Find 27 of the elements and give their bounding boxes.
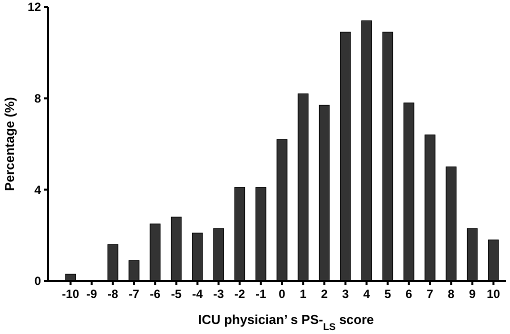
x-tick-label: -10 (62, 287, 80, 301)
y-tick-label: 4 (34, 182, 42, 197)
x-tick-label: 6 (406, 287, 413, 301)
x-tick-label: 5 (384, 287, 392, 301)
x-tick-label: -9 (86, 287, 98, 301)
y-tick-label: 8 (34, 92, 42, 106)
y-tick-label: 12 (28, 0, 42, 14)
x-tick-label: -1 (256, 287, 267, 301)
x-tick-label: 2 (320, 287, 328, 301)
x-tick-label: -3 (213, 287, 224, 301)
x-tick-label: -7 (128, 287, 140, 301)
x-tick-label: 9 (468, 287, 476, 301)
x-tick-label: 4 (363, 287, 370, 301)
x-tick-label: 10 (486, 287, 500, 301)
x-tick-label: 0 (278, 287, 286, 301)
x-tick-label: 1 (300, 287, 307, 301)
x-tick-label: 8 (448, 287, 455, 301)
x-tick-label: -2 (234, 287, 246, 301)
x-tick-label: 7 (426, 287, 434, 301)
x-tick-label: -4 (192, 287, 204, 301)
x-axis-title: ICU physician’ s PS-$_{LS}$ score (198, 312, 374, 332)
x-tick-label: -8 (108, 287, 119, 301)
y-axis-title: Percentage (%) (2, 97, 17, 191)
y-tick-label: 0 (34, 274, 42, 288)
x-tick-label: 3 (342, 287, 350, 301)
x-tick-label: -5 (170, 287, 182, 301)
x-tick-label: -6 (150, 287, 161, 301)
